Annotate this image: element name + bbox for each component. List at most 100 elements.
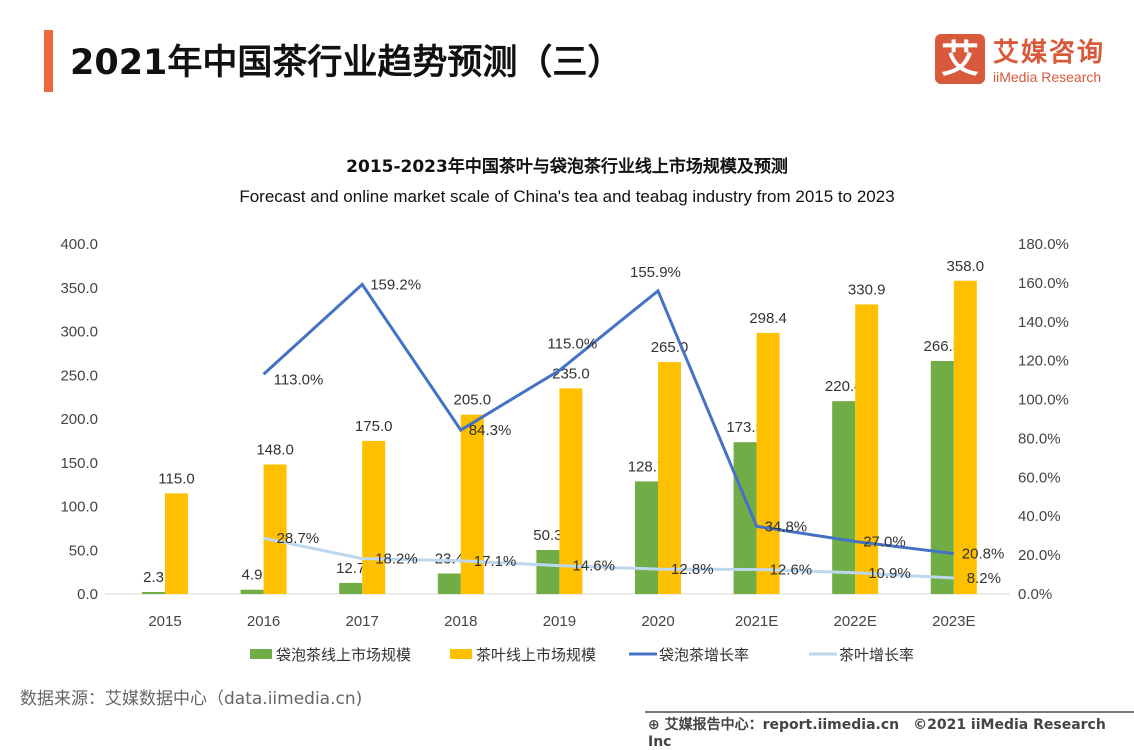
x-tick: 2022E — [834, 613, 877, 630]
bar-label: 173.5 — [726, 419, 764, 436]
y-left-tick: 150.0 — [60, 455, 98, 472]
bar-label: 12.7 — [336, 560, 365, 577]
bar-teabag — [733, 442, 757, 594]
bar-teabag — [930, 360, 954, 594]
line-label: 28.7% — [277, 530, 320, 547]
tea-growth-line — [263, 536, 954, 580]
bar-tea — [953, 280, 977, 594]
bar-tea — [165, 493, 188, 594]
chart-subtitle: Forecast and online market scale of Chin… — [239, 187, 895, 206]
bar-label: 358.0 — [947, 258, 985, 275]
x-tick: 2020 — [641, 613, 674, 630]
line-label: 34.8% — [765, 518, 808, 535]
legend-label: 茶叶增长率 — [839, 647, 914, 664]
logo-en: iiMedia Research — [993, 69, 1102, 85]
bar-teabag — [437, 573, 461, 594]
bar-tea — [460, 414, 484, 594]
y-right-tick: 120.0% — [1018, 353, 1069, 370]
line-label: 14.6% — [572, 558, 615, 575]
y-right-tick: 140.0% — [1018, 314, 1069, 331]
title-accent-bar — [44, 30, 53, 92]
line-label: 10.9% — [868, 565, 911, 582]
bar-teabag — [536, 549, 560, 594]
y-left-tick: 350.0 — [60, 280, 98, 297]
y-left-tick: 50.0 — [69, 542, 98, 559]
line-label: 159.2% — [370, 276, 421, 293]
y-right-tick: 40.0% — [1018, 508, 1061, 525]
bar-label: 4.9 — [242, 567, 263, 584]
bar-label: 175.0 — [355, 418, 393, 435]
page-title: 2021年中国茶行业趋势预测（三） — [70, 43, 623, 83]
bar-label: 266.3 — [924, 338, 962, 355]
chart-title: 2015-2023年中国茶叶与袋泡茶行业线上市场规模及预测 — [346, 157, 788, 177]
legend-swatch — [250, 649, 272, 659]
x-tick: 2018 — [444, 613, 477, 630]
line-label: 20.8% — [962, 546, 1005, 563]
x-tick: 2019 — [543, 613, 576, 630]
logo: 艾 艾媒咨询 iiMedia Research — [935, 32, 1105, 85]
bar-tea — [559, 388, 583, 594]
bar-teabag — [339, 582, 363, 594]
bar-label: 50.3 — [533, 527, 562, 544]
bar-label: 330.9 — [848, 281, 886, 298]
line-label: 18.2% — [375, 551, 418, 568]
y-right-tick: 160.0% — [1018, 275, 1069, 292]
bar-teabag — [635, 481, 658, 594]
bar-tea — [658, 362, 681, 594]
line-label: 12.6% — [770, 562, 813, 579]
bar-label: 128.7 — [628, 458, 666, 475]
y-left-tick: 300.0 — [60, 324, 98, 341]
logo-mark: 艾 — [935, 33, 985, 84]
bar-label: 220.4 — [825, 378, 863, 395]
x-tick: 2015 — [148, 613, 181, 630]
y-left-tick: 200.0 — [60, 411, 98, 428]
footer-text: 艾媒报告中心：report.iimedia.cn ©2021 iiMedia R… — [648, 717, 1106, 750]
bar-teabag — [142, 591, 165, 594]
legend-swatch — [450, 649, 472, 659]
bar-tea — [756, 332, 780, 594]
y-right-tick: 20.0% — [1018, 547, 1061, 564]
legend-label: 袋泡茶增长率 — [659, 647, 749, 664]
teabag-growth-line — [262, 282, 954, 556]
y-left-tick: 100.0 — [60, 499, 98, 516]
y-right-tick: 0.0% — [1018, 586, 1052, 603]
bar-label: 298.4 — [749, 310, 787, 327]
globe-cursor-icon: ⊕ — [648, 717, 665, 733]
bar-teabag — [240, 589, 264, 594]
y-left-tick: 250.0 — [60, 367, 98, 384]
line-label: 113.0% — [274, 371, 324, 388]
line-label: 155.9% — [630, 264, 681, 281]
y-left-tick: 400.0 — [60, 236, 98, 253]
footer-divider — [645, 711, 1134, 713]
line-label: 17.1% — [474, 553, 517, 570]
bar-tea — [855, 304, 879, 594]
line-label: 8.2% — [967, 570, 1001, 587]
x-tick: 2021E — [735, 613, 778, 630]
bar-label: 2.3 — [143, 569, 164, 586]
footer: ⊕ 艾媒报告中心：report.iimedia.cn ©2021 iiMedia… — [648, 714, 1134, 750]
bar-label: 235.0 — [552, 365, 590, 382]
source-note: 数据来源：艾媒数据中心（data.iimedia.cn) — [20, 689, 363, 709]
bar-tea — [362, 440, 386, 594]
y-right-tick: 100.0% — [1018, 392, 1069, 409]
legend-label: 茶叶线上市场规模 — [476, 647, 596, 664]
line-label: 84.3% — [469, 422, 512, 439]
bar-label: 148.0 — [256, 442, 294, 459]
y-right-tick: 60.0% — [1018, 469, 1061, 486]
line-label: 115.0% — [547, 335, 597, 352]
legend-label: 袋泡茶线上市场规模 — [276, 647, 411, 664]
bar-tea — [263, 464, 287, 594]
bar-label: 205.0 — [454, 392, 492, 409]
line-label: 12.8% — [671, 561, 714, 578]
line-label: 27.0% — [863, 534, 906, 551]
bar-teabag — [832, 401, 856, 594]
y-left-tick: 0.0 — [77, 586, 98, 603]
x-tick: 2023E — [932, 613, 975, 630]
x-tick: 2016 — [247, 613, 280, 630]
logo-cn: 艾媒咨询 — [993, 38, 1106, 68]
x-tick: 2017 — [346, 613, 379, 630]
bar-label: 115.0 — [158, 470, 194, 487]
y-right-tick: 80.0% — [1018, 430, 1061, 447]
y-right-tick: 180.0% — [1018, 236, 1069, 253]
